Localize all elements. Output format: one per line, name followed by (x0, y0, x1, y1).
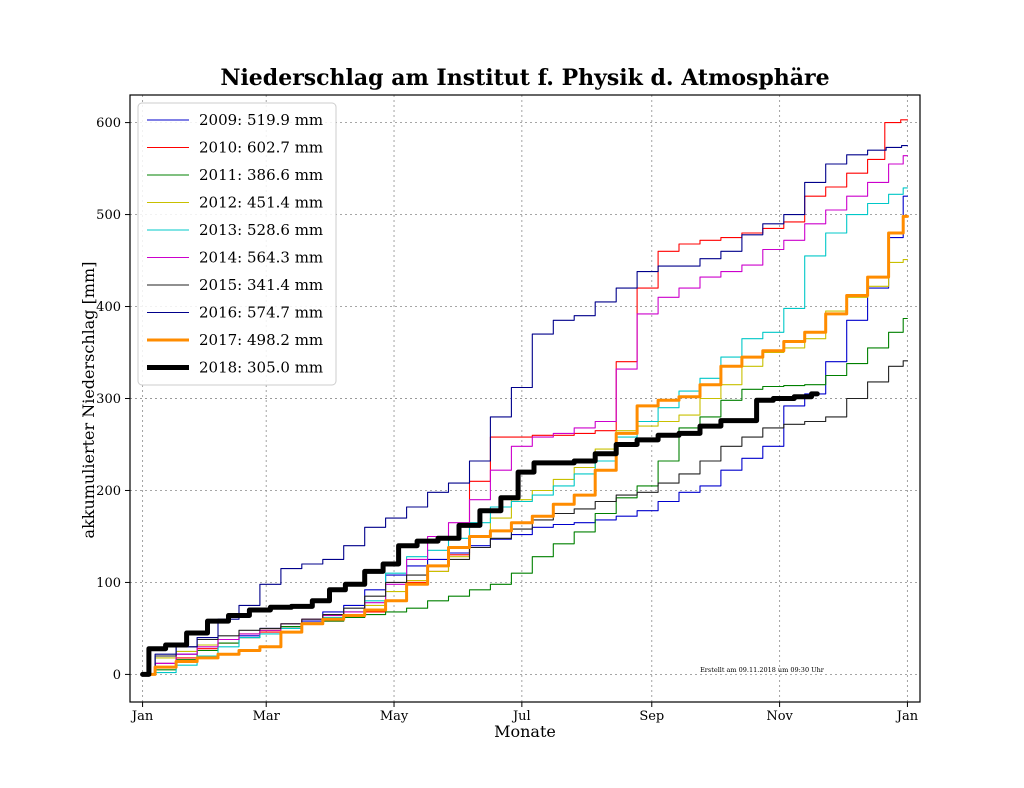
series-line-9 (141, 214, 909, 676)
creation-note: Erstellt am 09.11.2018 um 09:30 Uhr (700, 666, 825, 674)
legend-label: 2014: 564.3 mm (199, 249, 323, 267)
y-tick-label: 400 (96, 300, 121, 315)
x-tick-label: May (380, 709, 409, 724)
legend-label: 2011: 386.6 mm (199, 166, 323, 184)
x-tick-label: Jan (895, 709, 919, 724)
legend-box (137, 102, 337, 386)
y-tick-label: 200 (96, 484, 121, 499)
y-tick-label: 300 (96, 392, 121, 407)
y-tick-label: 100 (96, 576, 121, 591)
legend: 2009: 519.9 mm 2010: 602.7 mm 2011: 386.6 … (137, 102, 337, 386)
x-tick-label: Jan (130, 709, 154, 724)
y-tick-label: 600 (96, 116, 121, 131)
series-line-2 (142, 119, 908, 675)
y-tick-label: 0 (113, 668, 121, 683)
legend-label: 2018: 305.0 mm (199, 359, 323, 377)
legend-label: 2015: 341.4 mm (199, 276, 323, 294)
legend-label: 2017: 498.2 mm (199, 331, 323, 349)
y-axis-label: akkumulierter Niederschlag [mm] (79, 262, 98, 539)
series-line-8 (142, 145, 908, 675)
x-tick-label: Sep (639, 709, 664, 724)
series-line-6 (142, 155, 908, 675)
legend-label: 2016: 574.7 mm (199, 304, 323, 322)
series-line-5 (142, 187, 908, 675)
x-tick-label: Mar (253, 709, 281, 724)
legend-label: 2012: 451.4 mm (199, 194, 323, 212)
series-line-10 (140, 391, 820, 677)
x-tick-label: Jul (511, 709, 531, 724)
series-line-7 (142, 360, 908, 675)
x-axis-label: Monate (494, 722, 556, 741)
legend-label: 2009: 519.9 mm (199, 111, 323, 129)
legend-label: 2013: 528.6 mm (199, 221, 323, 239)
series-lines (140, 119, 909, 677)
legend-items: 2009: 519.9 mm 2010: 602.7 mm 2011: 386.6 … (147, 111, 323, 377)
axis-ticks: Jan Mar May Jul Sep Nov Jan 0 100 200 300 400 500 600 (96, 116, 919, 724)
chart-title: Niederschlag am Institut f. Physik d. At… (220, 65, 829, 91)
y-tick-label: 500 (96, 208, 121, 223)
x-tick-label: Nov (766, 709, 793, 724)
legend-label: 2010: 602.7 mm (199, 139, 323, 157)
